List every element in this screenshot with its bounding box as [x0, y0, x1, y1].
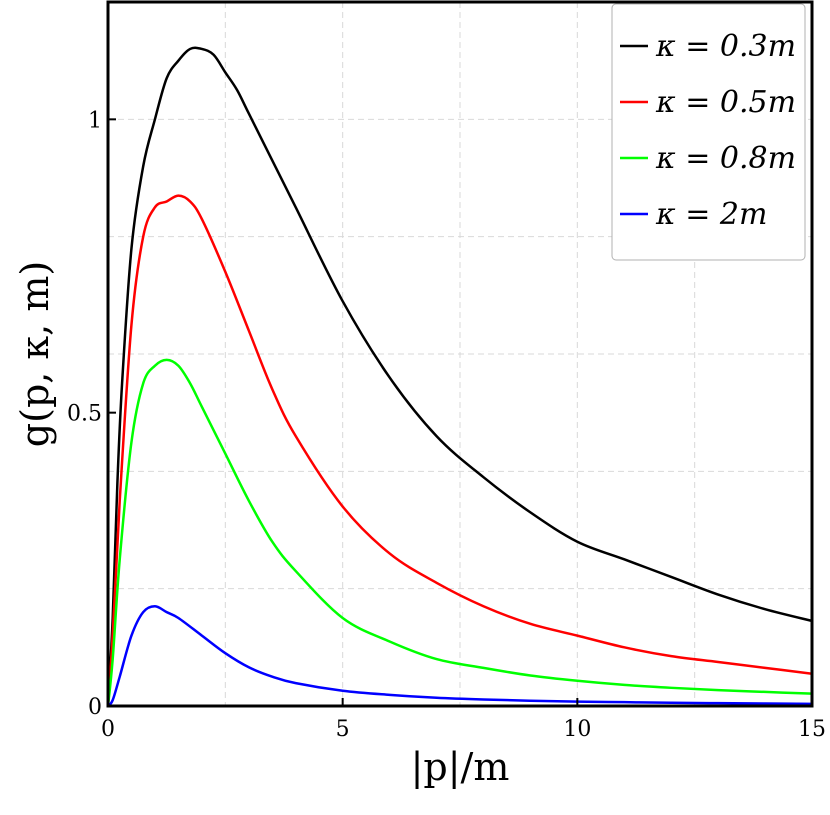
series-line-1	[106, 46, 813, 707]
legend-entry-label: κ = 0.8m	[655, 141, 796, 176]
legend-box	[611, 3, 806, 261]
x-tick-label: 0	[101, 717, 115, 742]
y-axis-label: g(p, κ, m)	[13, 261, 57, 447]
series-line-4	[107, 605, 813, 707]
series-line-2	[106, 194, 813, 707]
y-tick-label: 1	[88, 108, 102, 133]
ticks: 0 5 10 15 0 0.5 1	[67, 108, 826, 742]
x-tick-label: 10	[563, 717, 591, 742]
series-layer	[106, 46, 813, 707]
series-line-3	[106, 358, 813, 707]
legend-entry-label: κ = 2m	[655, 197, 767, 232]
legend-entry-label: κ = 0.3m	[655, 29, 796, 64]
x-tick-label: 5	[336, 717, 350, 742]
y-tick-label: 0	[88, 695, 102, 720]
y-tick-label: 0.5	[67, 402, 102, 427]
plot-frame	[106, 0, 814, 708]
x-tick-label: 15	[798, 717, 826, 742]
legend: κ = 0.3m κ = 0.5m κ = 0.8m κ = 2m	[611, 3, 806, 261]
legend-entry-label: κ = 0.5m	[655, 85, 796, 120]
x-axis-label: |p|/m	[411, 745, 510, 789]
grid	[108, 2, 812, 706]
